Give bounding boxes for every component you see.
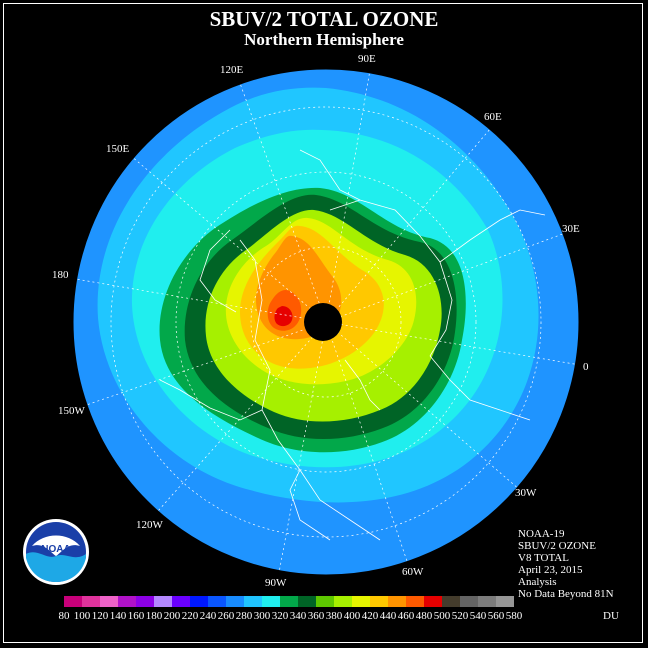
lon-label-150w: 150W	[58, 405, 86, 417]
colorbar-swatch	[280, 596, 298, 607]
colorbar-swatch	[262, 596, 280, 607]
coastlines	[159, 149, 546, 541]
colorbar-tick-label: 400	[343, 610, 361, 622]
info-date: April 23, 2015	[518, 564, 583, 576]
colorbar-tick-label: 360	[307, 610, 325, 622]
colorbar-tick-label: 240	[199, 610, 217, 622]
colorbar-swatch	[244, 596, 262, 607]
info-satellite: NOAA-19	[518, 528, 565, 540]
colorbar-swatch	[82, 596, 100, 607]
colorbar-tick-label: 420	[361, 610, 379, 622]
colorbar-swatch	[136, 596, 154, 607]
graticule	[73, 69, 579, 575]
colorbar-swatch	[172, 596, 190, 607]
info-panel: NOAA-19 SBUV/2 OZONE V8 TOTAL April 23, …	[518, 528, 614, 600]
colorbar	[64, 596, 514, 607]
info-version: V8 TOTAL	[518, 552, 569, 564]
info-type: Analysis	[518, 576, 557, 588]
colorbar-tick-label: 580	[505, 610, 523, 622]
lon-label-120w: 120W	[136, 519, 164, 531]
colorbar-tick-label: 160	[127, 610, 145, 622]
colorbar-swatch	[388, 596, 406, 607]
colorbar-tick-label: 320	[271, 610, 289, 622]
lon-label-90e: 90E	[358, 53, 376, 65]
noaa-logo: NOAA	[23, 519, 89, 585]
colorbar-tick-label: 500	[433, 610, 451, 622]
colorbar-tick-label: 140	[109, 610, 127, 622]
colorbar-tick-label: 340	[289, 610, 307, 622]
colorbar-swatch	[406, 596, 424, 607]
map-frame	[3, 3, 643, 643]
lon-label-60e: 60E	[484, 111, 502, 123]
colorbar-swatch	[226, 596, 244, 607]
colorbar-swatch	[64, 596, 82, 607]
colorbar-tick-label: 220	[181, 610, 199, 622]
colorbar-tick-label: 80	[58, 610, 70, 622]
lon-label-30e: 30E	[562, 223, 580, 235]
colorbar-swatch	[370, 596, 388, 607]
colorbar-tick-label: 520	[451, 610, 469, 622]
colorbar-swatch	[442, 596, 460, 607]
colorbar-swatch	[100, 596, 118, 607]
lon-label-150e: 150E	[106, 143, 130, 155]
info-product: SBUV/2 OZONE	[518, 540, 596, 552]
colorbar-swatch	[352, 596, 370, 607]
colorbar-unit: DU	[603, 610, 619, 622]
colorbar-tick-label: 180	[145, 610, 163, 622]
colorbar-swatch	[496, 596, 514, 607]
noaa-logo-text: NOAA	[41, 544, 70, 555]
map-title: SBUV/2 TOTAL OZONE	[209, 7, 439, 31]
colorbar-tick-label: 120	[91, 610, 109, 622]
colorbar-tick-label: 200	[163, 610, 181, 622]
colorbar-tick-label: 460	[397, 610, 415, 622]
colorbar-swatch	[154, 596, 172, 607]
colorbar-tick-label: 540	[469, 610, 487, 622]
colorbar-swatch	[460, 596, 478, 607]
lon-label-30w: 30W	[515, 487, 537, 499]
lon-label-90w: 90W	[265, 577, 287, 589]
colorbar-swatch	[424, 596, 442, 607]
colorbar-swatch	[118, 596, 136, 607]
polar-no-data-cap	[304, 303, 342, 341]
colorbar-swatch	[298, 596, 316, 607]
colorbar-tick-label: 260	[217, 610, 235, 622]
globe-edge	[72, 68, 580, 576]
lon-label-0: 0	[583, 361, 589, 373]
colorbar-tick-label: 380	[325, 610, 343, 622]
colorbar-swatch	[334, 596, 352, 607]
colorbar-tick-label: 560	[487, 610, 505, 622]
longitude-labels: 90E 60E 30E 0 30W 60W 90W 120W 150W 180 …	[52, 53, 589, 589]
colorbar-tick-label: 100	[73, 610, 91, 622]
colorbar-swatch	[190, 596, 208, 607]
colorbar-swatch	[478, 596, 496, 607]
band-500-520	[274, 306, 293, 327]
colorbar-tick-label: 440	[379, 610, 397, 622]
colorbar-tick-label: 280	[235, 610, 253, 622]
colorbar-swatch	[316, 596, 334, 607]
colorbar-swatch	[208, 596, 226, 607]
map-subtitle: Northern Hemisphere	[244, 30, 404, 49]
colorbar-tick-label: 300	[253, 610, 271, 622]
info-note: No Data Beyond 81N	[518, 588, 614, 600]
lon-label-60w: 60W	[402, 566, 424, 578]
lon-label-180: 180	[52, 269, 69, 281]
colorbar-tick-label: 480	[415, 610, 433, 622]
lon-label-120e: 120E	[220, 64, 244, 76]
